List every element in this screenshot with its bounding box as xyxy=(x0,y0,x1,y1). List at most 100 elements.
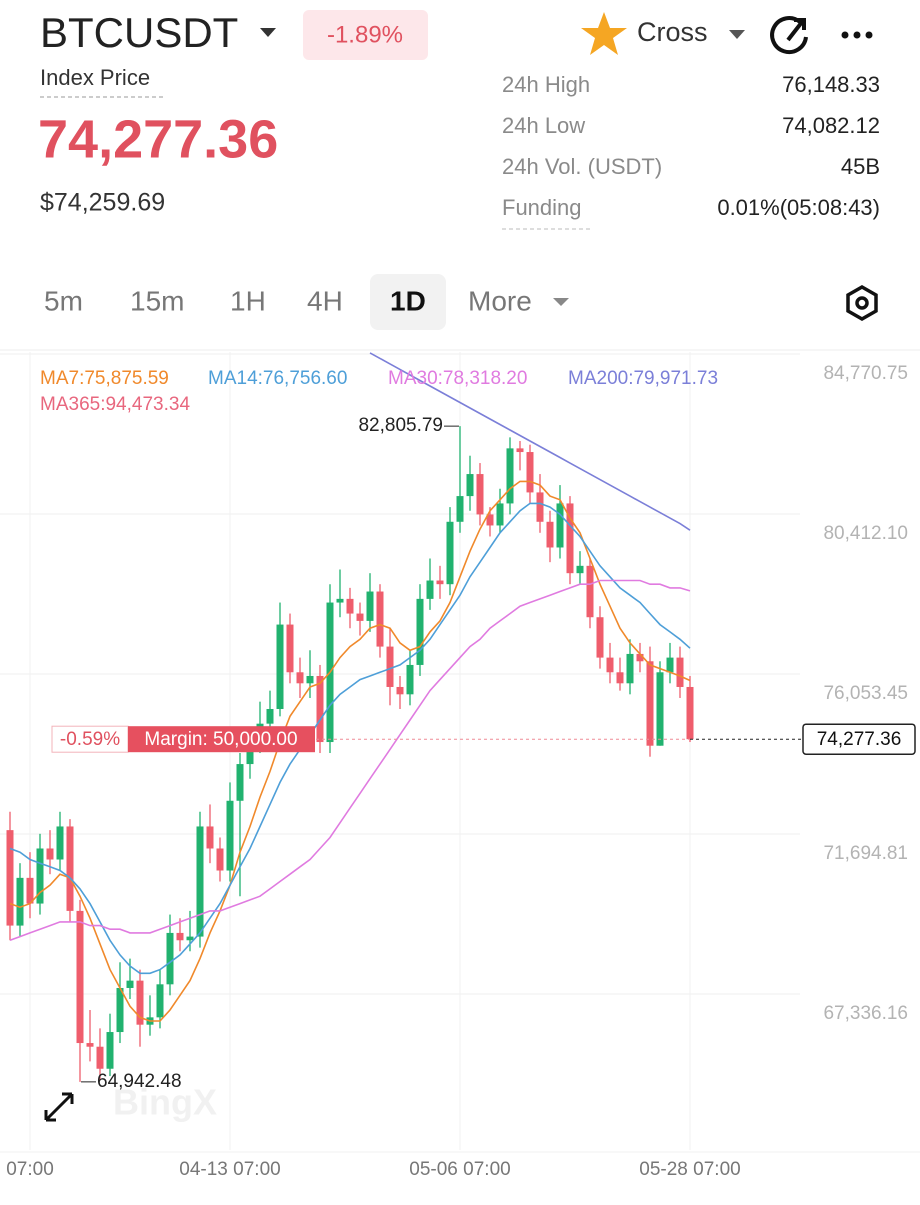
share-icon[interactable] xyxy=(770,16,808,54)
x-tick-label: 05-06 07:00 xyxy=(409,1159,510,1180)
candle-body xyxy=(26,877,34,904)
candle-body xyxy=(276,624,284,709)
watermark: BingX xyxy=(113,1082,217,1123)
timeframe-tab[interactable]: 5m xyxy=(44,285,83,316)
ma-line xyxy=(9,502,691,975)
y-tick-label: 76,053.45 xyxy=(823,683,908,704)
candle-body xyxy=(66,826,74,911)
candle-body xyxy=(676,657,684,687)
candle-body xyxy=(336,598,344,603)
candle-body xyxy=(76,910,84,1044)
candle-body xyxy=(546,521,554,548)
pnl-box[interactable] xyxy=(51,725,129,753)
candle-body xyxy=(206,826,214,849)
candle-body xyxy=(446,521,454,585)
candle-body xyxy=(566,503,574,574)
timeframe-tab[interactable]: More xyxy=(468,285,532,316)
candle-body xyxy=(116,987,124,1033)
candle-body xyxy=(636,653,644,662)
candle-body xyxy=(286,624,294,673)
candle-body xyxy=(496,503,504,526)
candle-body xyxy=(266,708,274,724)
candle-body xyxy=(366,591,374,621)
candle-body xyxy=(686,686,694,740)
stat-value: 0.01%(05:08:43) xyxy=(717,195,880,220)
tab-active-bg xyxy=(370,274,446,330)
stat-label: Funding xyxy=(502,195,582,220)
candle-body xyxy=(356,613,364,621)
candle-body xyxy=(526,452,534,493)
candle-body xyxy=(576,565,584,574)
timeframe-tab[interactable]: 1D xyxy=(390,285,426,316)
candle-body xyxy=(416,598,424,665)
pnl-label[interactable]: -0.59% xyxy=(60,729,120,750)
candle-body xyxy=(556,503,564,548)
candle-body xyxy=(306,675,314,684)
stat-value: 76,148.33 xyxy=(782,72,880,97)
candle-body xyxy=(246,742,254,765)
margin-pill[interactable] xyxy=(128,726,315,753)
candle-body xyxy=(46,848,54,860)
ma-line xyxy=(369,352,691,531)
x-tick-label: 05-28 07:00 xyxy=(639,1159,740,1180)
last-price-box xyxy=(802,723,916,755)
candle-body xyxy=(406,664,414,695)
candle-body xyxy=(516,448,524,453)
change-pill xyxy=(303,10,428,60)
stat-label: 24h Vol. (USDT) xyxy=(502,154,662,179)
candle-body xyxy=(476,474,484,515)
more-icon[interactable] xyxy=(841,31,873,39)
y-tick-label: 84,770.75 xyxy=(823,363,908,384)
candle-body xyxy=(626,653,634,684)
margin-label[interactable]: Margin: 50,000.00 xyxy=(144,729,297,750)
candle-body xyxy=(346,598,354,614)
candle-body xyxy=(616,672,624,684)
stat-label: 24h High xyxy=(502,72,590,97)
change: -1.89% xyxy=(327,21,403,48)
candle-body xyxy=(36,848,44,904)
candle-body xyxy=(16,877,24,926)
candle-body xyxy=(456,496,464,522)
candle-body xyxy=(156,984,164,1018)
candle-body xyxy=(176,932,184,941)
candle-body xyxy=(196,826,204,937)
candle-body xyxy=(466,474,474,497)
usd-price: $74,259.69 xyxy=(40,189,165,217)
mode-dropdown[interactable] xyxy=(729,30,745,39)
candle-body xyxy=(186,936,194,941)
legend-entry: MA7:75,875.59 xyxy=(40,368,169,389)
price: 74,277.36 xyxy=(38,109,278,169)
y-tick-label: 71,694.81 xyxy=(823,843,908,864)
expand-icon[interactable] xyxy=(44,1092,74,1122)
candle-body xyxy=(656,672,664,746)
candle-body xyxy=(126,980,134,988)
candle-body xyxy=(486,514,494,526)
candle-body xyxy=(536,492,544,522)
legend-entry: MA200:79,971.73 xyxy=(568,368,718,389)
tab-dropdown[interactable] xyxy=(553,298,569,306)
candle-body xyxy=(506,448,514,504)
candle-body xyxy=(296,672,304,684)
candle-body xyxy=(436,580,444,585)
timeframe-tab[interactable]: 4H xyxy=(307,285,343,316)
candle-body xyxy=(106,1032,114,1069)
settings-icon[interactable] xyxy=(846,284,878,322)
candle-body xyxy=(316,675,324,743)
index-label[interactable]: Index Price xyxy=(40,65,150,90)
margin-mode[interactable]: Cross xyxy=(637,17,708,47)
favorite-star[interactable] xyxy=(581,12,627,55)
x-tick-label: 07:00 xyxy=(6,1159,54,1180)
timeframe-tab[interactable]: 1H xyxy=(230,285,266,316)
candle-body xyxy=(646,661,654,746)
ma-line xyxy=(9,480,691,1022)
legend-entry: MA30:78,318.20 xyxy=(388,368,527,389)
symbol-dropdown[interactable] xyxy=(260,28,276,37)
candle-body xyxy=(376,591,384,647)
timeframe-tab[interactable]: 15m xyxy=(130,285,184,316)
candle-body xyxy=(426,580,434,599)
symbol[interactable]: BTCUSDT xyxy=(40,9,238,56)
y-tick-label: 80,412.10 xyxy=(823,523,908,544)
x-tick-label: 04-13 07:00 xyxy=(179,1159,280,1180)
candle-body xyxy=(166,932,174,985)
